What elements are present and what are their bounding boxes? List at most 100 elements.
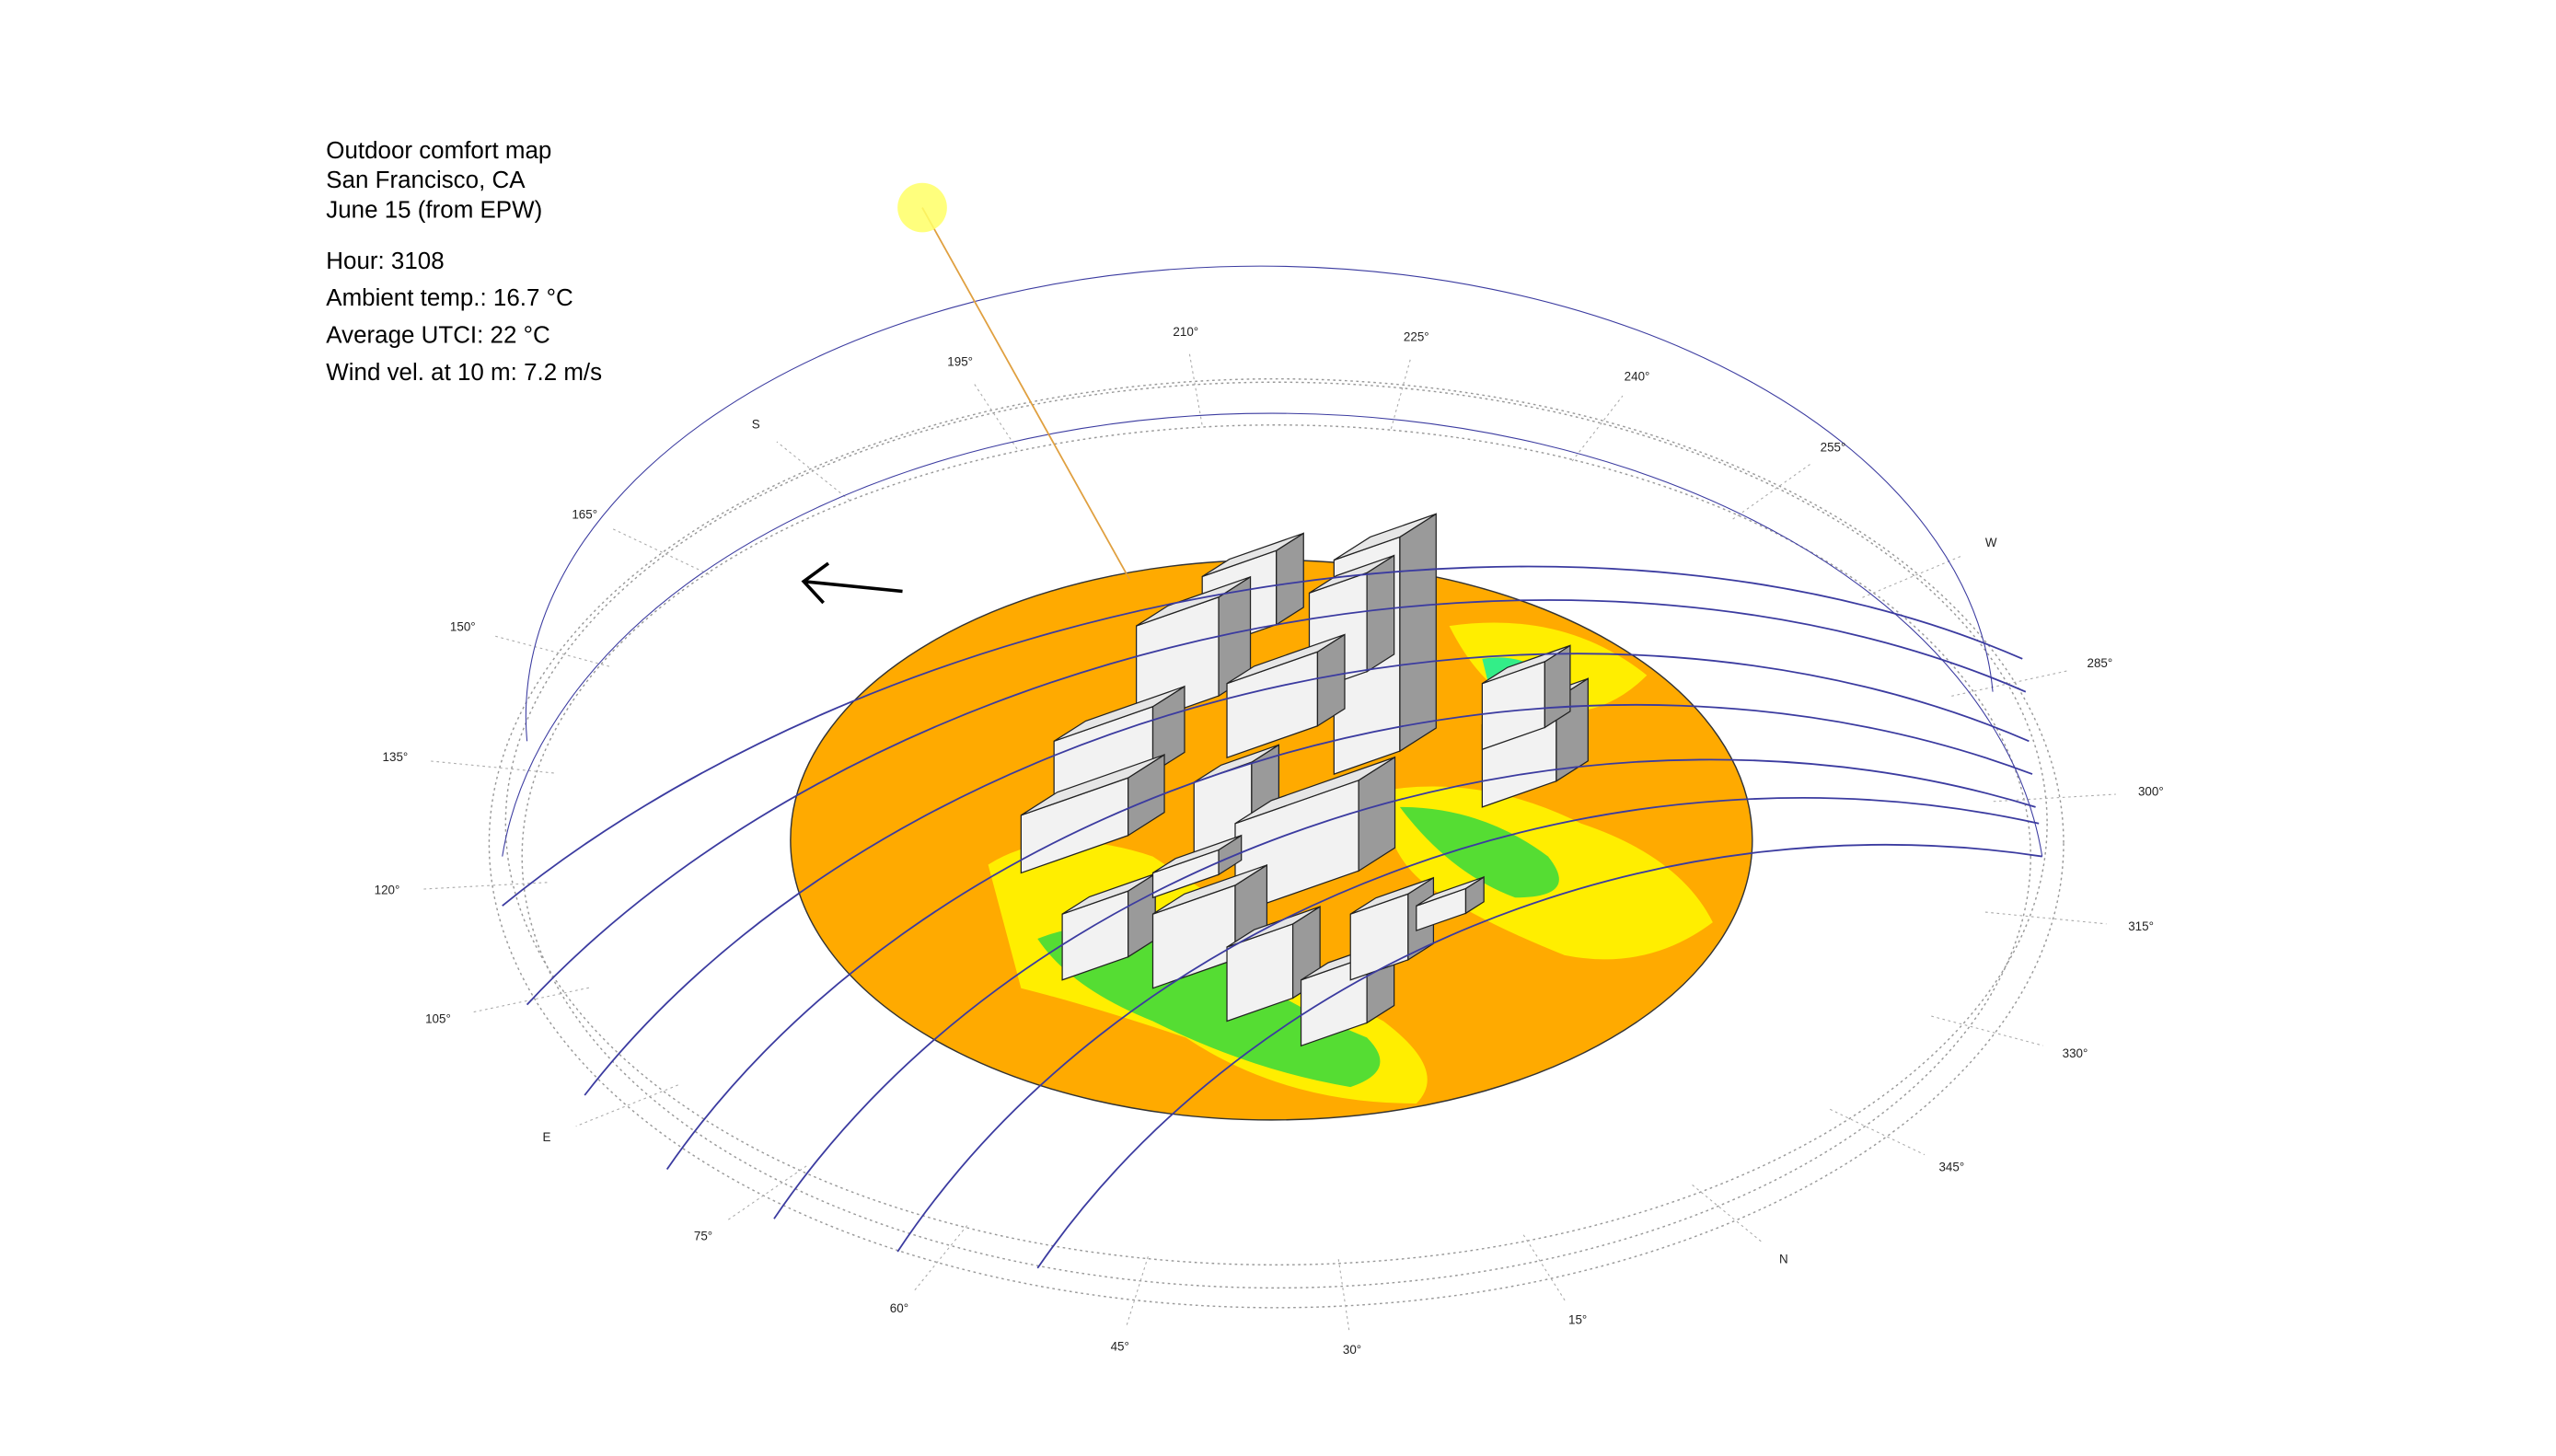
building-top <box>1152 835 1243 874</box>
compass-label: 60° <box>890 1301 908 1315</box>
compass-label: 330° <box>2063 1046 2088 1060</box>
header-line: Outdoor comfort map <box>326 138 551 164</box>
compass-tick <box>422 882 548 890</box>
building-top <box>1334 513 1437 561</box>
compass-tick <box>1830 1108 1926 1156</box>
stat-line: Hour: 3108 <box>326 248 444 274</box>
building-top <box>1234 757 1395 825</box>
building-top <box>1201 532 1304 577</box>
ring-outer <box>488 377 2064 1309</box>
compass-tick <box>1862 555 1963 598</box>
wind-arrow-shaft <box>804 579 903 594</box>
ring-mid <box>504 381 2048 1266</box>
sun-path-arc <box>526 599 2027 1006</box>
sun-path-arc <box>1036 844 2042 1269</box>
compass-tick <box>913 1225 968 1291</box>
building-top <box>1482 644 1571 685</box>
compass-label: 75° <box>694 1229 712 1242</box>
header-line: June 15 (from EPW) <box>326 197 542 223</box>
compass-label: 165° <box>572 508 597 522</box>
wind-arrow <box>801 561 903 605</box>
compass-tick <box>1692 1184 1764 1244</box>
map-zone-green <box>1399 806 1559 898</box>
compass-tick <box>1390 357 1412 429</box>
building-top <box>1309 554 1394 594</box>
compass-label: 15° <box>1568 1313 1587 1327</box>
compass-tick <box>1931 1015 2043 1046</box>
compass-label: S <box>752 417 760 431</box>
compass-label: 120° <box>375 884 400 897</box>
building-top <box>1053 686 1185 742</box>
building-top <box>1152 864 1267 915</box>
compass-label: 255° <box>1821 440 1846 454</box>
compass-labels: 195° 210° 225° 240° 255° W 285° 300° 315° 330° 345… <box>375 325 2164 1357</box>
compass-label: 225° <box>1404 329 1429 343</box>
compass-tick <box>495 635 610 667</box>
building-top <box>1021 754 1165 816</box>
analemma-arc <box>502 412 2043 857</box>
compass-tick <box>725 1165 807 1222</box>
compass-label: W <box>1985 536 1997 549</box>
compass-tick <box>1188 352 1203 425</box>
compass-label: N <box>1779 1252 1788 1265</box>
building <box>1416 875 1485 931</box>
ring-inner <box>521 424 2031 1289</box>
compass-tick <box>575 1084 678 1127</box>
map-zone-green <box>1037 925 1381 1088</box>
building-top <box>1416 876 1485 907</box>
compass-label: 105° <box>425 1011 451 1025</box>
building-side <box>1399 513 1437 753</box>
wind-arrow-head <box>801 561 830 605</box>
compass-label: E <box>543 1130 551 1144</box>
compass-tick <box>1732 463 1811 520</box>
compass-tick <box>1571 395 1624 462</box>
compass-tick <box>1522 1234 1567 1302</box>
sun-path-arc <box>665 703 2033 1171</box>
compass-tick <box>430 760 554 774</box>
buildings <box>1020 513 1589 1047</box>
building <box>1020 753 1165 874</box>
compass-tick <box>1337 1259 1350 1331</box>
compass-tick <box>1984 911 2107 925</box>
building <box>1226 633 1346 759</box>
compass-tick <box>1951 670 2067 697</box>
compass-tick <box>972 381 1018 450</box>
compass-tick <box>612 527 710 575</box>
building <box>1053 685 1185 808</box>
sun-path-arc <box>896 797 2040 1253</box>
compass-label: 30° <box>1343 1343 1361 1357</box>
compass-label: 315° <box>2128 919 2154 933</box>
sun-path-arc <box>773 758 2036 1219</box>
building <box>1135 575 1252 726</box>
building-top <box>1226 633 1346 685</box>
sun-path-arc <box>502 565 2023 907</box>
analemma-arc <box>525 265 1994 742</box>
stat-line: Wind vel. at 10 m: 7.2 m/s <box>326 360 602 386</box>
sun-path <box>502 265 2043 1269</box>
compass-label: 300° <box>2138 784 2164 798</box>
compass-tick <box>776 441 850 501</box>
compass-label: 285° <box>2087 656 2112 670</box>
header-line: San Francisco, CA <box>326 168 526 193</box>
compass-tick <box>1126 1256 1149 1328</box>
building-top <box>1136 576 1251 627</box>
stat-line: Average UTCI: 22 °C <box>326 323 549 349</box>
compass-label: 195° <box>947 354 973 368</box>
compass-label: 240° <box>1625 369 1650 383</box>
building <box>1308 554 1395 693</box>
compass-label: 210° <box>1173 325 1198 339</box>
sun-ray <box>921 207 1131 581</box>
sun-path-arc <box>584 653 2030 1096</box>
stat-line: Ambient temp.: 16.7 °C <box>326 285 572 311</box>
compass-label: 45° <box>1111 1339 1129 1353</box>
building-top <box>1349 877 1434 915</box>
info-panel: Outdoor comfort map San Francisco, CA June… <box>326 138 602 386</box>
compass-label: 135° <box>383 750 409 764</box>
compass-ring <box>488 377 2064 1309</box>
compass-label: 345° <box>1938 1160 1964 1173</box>
sun <box>897 182 947 233</box>
compass-label: 150° <box>450 619 476 633</box>
building <box>1151 863 1268 989</box>
